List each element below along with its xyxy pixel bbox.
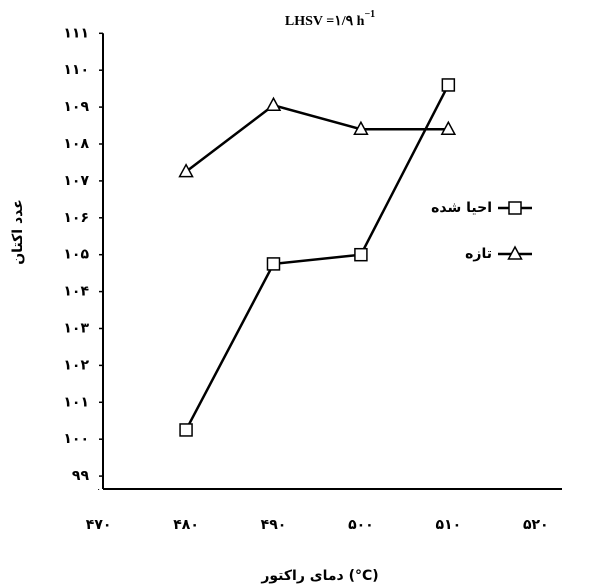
x-tick-label: ۴۹۰ [261, 517, 287, 533]
x-axis-label: دمای راکتور (°C) [260, 568, 378, 584]
legend-label: تازه [465, 246, 492, 262]
legend-label: احیا شده [431, 200, 492, 216]
legend-marker [507, 245, 523, 260]
series-line [184, 84, 450, 431]
data-point [440, 120, 457, 135]
title-superscript: −1 [364, 9, 375, 20]
x-tick-label: ۵۰۰ [348, 517, 374, 533]
series-line [185, 103, 449, 173]
y-tick-label: ۹۹ [72, 468, 90, 484]
y-tick-label: ۱۰۴ [63, 284, 89, 300]
y-tick-label: ۱۰۷ [63, 173, 89, 189]
data-point [354, 247, 368, 262]
y-tick-label: ۱۰۳ [63, 320, 89, 336]
y-tick-label: ۱۰۱ [63, 394, 89, 410]
chart-title: LHSV =۱/۹ h−1 [285, 9, 375, 29]
x-tick-label: ۴۸۰ [173, 517, 199, 533]
y-tick-label: ۱۱۰ [63, 62, 89, 78]
y-axis-label: عدد اکتان [10, 199, 26, 265]
y-tick-label: ۱۰۲ [63, 357, 89, 373]
data-point [441, 78, 456, 92]
legend-marker [508, 201, 522, 215]
x-tick-label: ۵۱۰ [436, 517, 462, 533]
y-tick-label: ۱۰۹ [63, 99, 89, 115]
data-point [266, 257, 281, 271]
data-point [265, 96, 282, 112]
y-tick-label: ۱۰۸ [63, 136, 89, 152]
y-tick-label: ۱۰۰ [63, 431, 89, 447]
y-tick-label: ۱۰۶ [63, 210, 89, 226]
data-point [179, 423, 193, 437]
title-main: LHSV =۱/۹ h [285, 14, 365, 29]
y-tick-label: ۱۱۱ [63, 25, 89, 41]
x-tick-label: ۵۲۰ [523, 517, 549, 533]
data-point [353, 120, 369, 135]
data-point [178, 163, 194, 178]
x-tick-label: ۴۷۰ [86, 517, 112, 533]
y-tick-label: ۱۰۵ [63, 247, 89, 263]
